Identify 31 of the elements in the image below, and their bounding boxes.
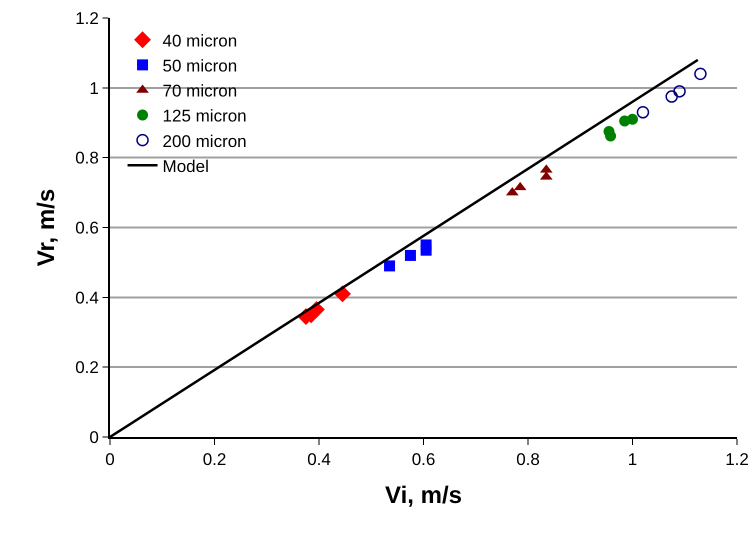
y-axis-title: Vr, m/s [32, 188, 60, 266]
legend-label: 40 micron [162, 31, 238, 50]
point [384, 260, 396, 272]
y-tick-label: 0.4 [75, 288, 99, 308]
point [665, 90, 678, 103]
x-tick-label: 0.8 [516, 450, 540, 470]
x-axis-title: Vi, m/s [385, 482, 462, 509]
x-tick-label: 0 [105, 450, 115, 470]
x-tick-label: 0.4 [307, 450, 331, 470]
y-tick-label: 0.6 [75, 218, 99, 238]
y-tick-label: 0 [89, 428, 99, 447]
point [605, 130, 616, 142]
x-tick-label: 1 [628, 450, 638, 470]
y-tick-label: 1.2 [75, 8, 99, 28]
point [627, 114, 638, 125]
legend-label: Model [162, 156, 209, 176]
point [420, 244, 432, 256]
legend-label: 70 micron [162, 82, 238, 101]
x-tick-label: 0.2 [202, 450, 226, 470]
legend-label: 50 micron [162, 56, 238, 76]
legend-label: 200 micron [162, 132, 247, 151]
point [404, 250, 416, 261]
point [694, 68, 707, 80]
x-tick-label: 0.6 [412, 450, 436, 470]
point [636, 106, 650, 119]
y-tick-label: 0.8 [75, 148, 99, 168]
y-tick-label: 0.2 [75, 358, 99, 378]
point [673, 85, 686, 98]
legend-label: 125 micron [162, 106, 247, 126]
x-tick-label: 1.2 [725, 450, 749, 470]
y-tick-label: 1 [89, 78, 99, 98]
